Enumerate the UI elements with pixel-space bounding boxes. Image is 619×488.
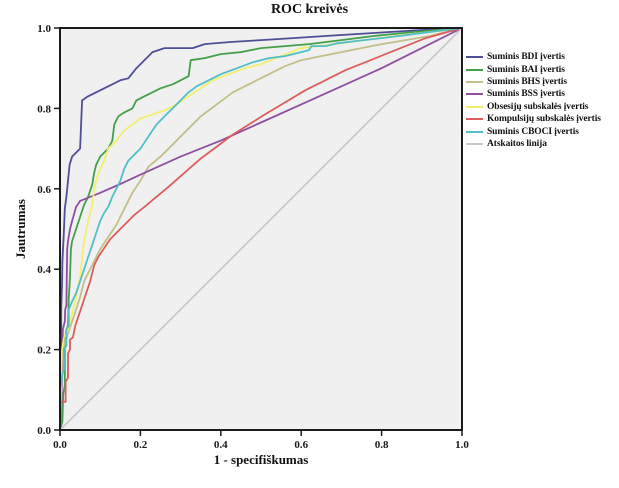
roc-curve-2: [59, 27, 463, 431]
legend-label: Obsesijų subskalės įvertis: [487, 101, 589, 112]
legend-swatch: [466, 93, 483, 96]
legend-item: Suminis BDI įvertis: [466, 51, 601, 63]
roc-curve-3: [59, 27, 463, 431]
legend-label: Suminis BDI įvertis: [487, 52, 565, 63]
y-tick-label: 0.0: [37, 425, 51, 437]
chart-title: ROC kreivės: [270, 2, 349, 17]
x-tick-label: 0.6: [294, 439, 308, 451]
legend-label: Suminis BSS įvertis: [487, 89, 565, 100]
roc-curve-7: [59, 27, 463, 431]
legend-swatch: [466, 118, 483, 121]
x-axis-label: 1 - specifiškumas: [213, 452, 309, 467]
legend-item: Suminis BAI įvertis: [466, 63, 601, 75]
y-tick-label: 1.0: [37, 23, 51, 35]
y-axis-label: Jautrumas: [13, 199, 28, 259]
legend-item: Suminis CBOCI įvertis: [466, 125, 601, 137]
legend-label: Suminis CBOCI įvertis: [487, 126, 579, 137]
legend-swatch: [466, 130, 483, 133]
legend-label: Kompulsijų subskalės įvertis: [487, 114, 601, 125]
legend-swatch: [466, 80, 483, 83]
x-tick-label: 0.2: [134, 439, 148, 451]
roc-curve-5: [59, 27, 463, 431]
plot-frame: [59, 27, 463, 431]
y-tick-label: 0.2: [37, 345, 51, 357]
legend-swatch: [466, 56, 483, 59]
y-tick-label: 0.6: [37, 184, 51, 196]
legend-item: Atskaitos linija: [466, 138, 601, 150]
legend-swatch: [466, 68, 483, 71]
legend-swatch: [466, 105, 483, 108]
y-tick-label: 0.4: [37, 264, 51, 276]
legend-item: Obsesijų subskalės įvertis: [466, 101, 601, 113]
x-tick-label: 0.0: [53, 439, 67, 451]
roc-curve-1: [59, 27, 463, 431]
roc-curve-6: [59, 27, 463, 431]
y-tick-label: 0.8: [37, 103, 51, 115]
legend-item: Suminis BHS įvertis: [466, 76, 601, 88]
legend-label: Atskaitos linija: [487, 138, 547, 149]
legend-label: Suminis BHS įvertis: [487, 76, 567, 87]
legend-item: Kompulsijų subskalės įvertis: [466, 113, 601, 125]
x-tick-label: 0.4: [214, 439, 228, 451]
legend-item: Suminis BSS įvertis: [466, 88, 601, 100]
legend-swatch: [466, 142, 483, 145]
roc-curve-4: [59, 27, 463, 431]
x-tick-label: 0.8: [375, 439, 389, 451]
legend: Suminis BDI įvertis Suminis BAI įvertis Su…: [466, 51, 601, 150]
x-tick-label: 1.0: [455, 439, 469, 451]
legend-label: Suminis BAI įvertis: [487, 64, 565, 75]
roc-curve-0: [59, 27, 463, 431]
